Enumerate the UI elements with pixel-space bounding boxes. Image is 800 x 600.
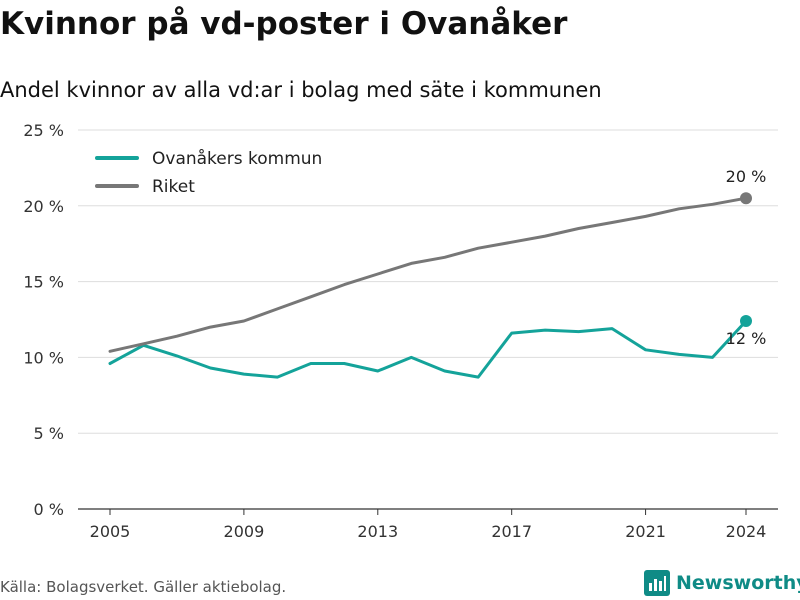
series-end-label-1: 20 % (726, 167, 767, 186)
x-tick-label: 2017 (491, 522, 532, 541)
series-lines: 12 % 20 % (108, 167, 767, 379)
series-end-point-0 (740, 315, 752, 328)
brand-name: Newsworthy (676, 572, 800, 594)
y-tick-label: 25 % (23, 121, 64, 140)
legend: Ovanåkers kommun Riket (95, 148, 322, 197)
series-end-point-1 (740, 192, 752, 205)
x-tick-label: 2013 (357, 522, 398, 541)
source-note: Källa: Bolagsverket. Gäller aktiebolag. (0, 578, 287, 596)
series-end-label-0: 12 % (726, 329, 767, 348)
legend-label-1: Riket (152, 177, 195, 197)
y-tick-label: 10 % (23, 348, 64, 367)
x-tick-label: 2024 (726, 522, 767, 541)
x-tick-label: 2005 (90, 522, 131, 541)
x-tick-label: 2021 (625, 522, 666, 541)
legend-label-0: Ovanåkers kommun (152, 148, 322, 169)
y-tick-label: 5 % (34, 424, 64, 443)
chart-subtitle: Andel kvinnor av alla vd:ar i bolag med … (0, 78, 602, 102)
x-tick-label: 2009 (224, 522, 265, 541)
newsworthy-logo-icon (644, 570, 670, 596)
newsworthy-logo[interactable]: Newsworthy (644, 570, 800, 596)
series-line-0 (108, 319, 748, 379)
series-line-1 (108, 196, 748, 353)
x-axis-ticks: 2005 2009 2013 2017 2021 2024 (90, 509, 767, 541)
y-tick-label: 20 % (23, 197, 64, 216)
y-axis-ticks: 0 % 5 % 10 % 15 % 20 % 25 % (23, 121, 64, 519)
y-tick-label: 0 % (34, 500, 64, 519)
grid-lines (78, 129, 778, 510)
y-tick-label: 15 % (23, 273, 64, 292)
chart-title: Kvinnor på vd-poster i Ovanåker (0, 6, 568, 42)
